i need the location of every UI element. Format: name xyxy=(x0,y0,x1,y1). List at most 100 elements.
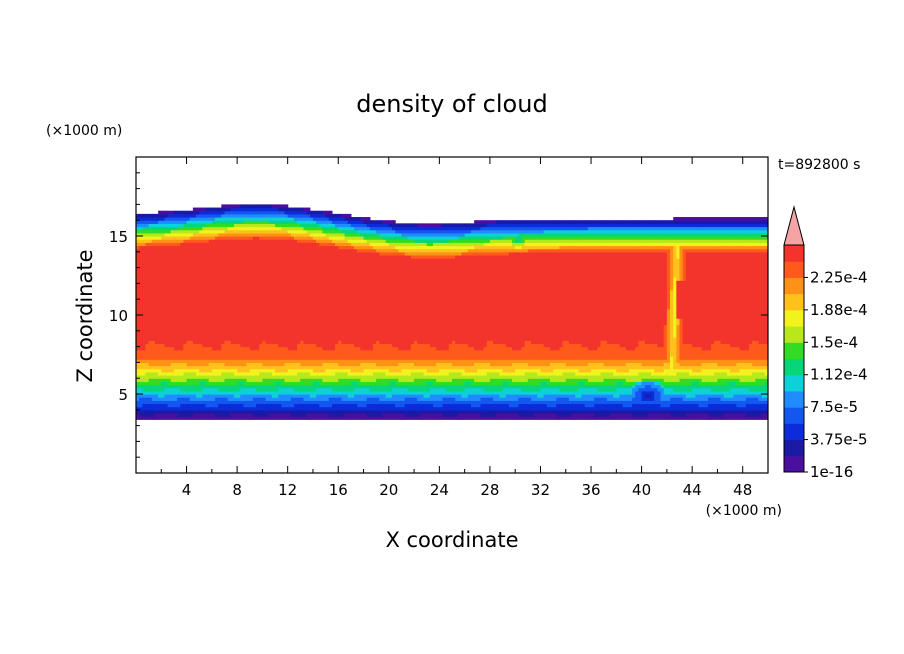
density-cell xyxy=(192,371,197,376)
density-cell xyxy=(347,220,352,224)
density-cell xyxy=(262,299,267,303)
density-cell xyxy=(218,381,222,386)
density-cell xyxy=(341,296,346,300)
density-cell xyxy=(259,337,263,341)
density-cell xyxy=(224,318,229,322)
density-cell xyxy=(265,232,270,237)
density-cell xyxy=(161,416,166,420)
density-cell xyxy=(256,305,260,310)
density-cell xyxy=(262,254,267,259)
density-cell xyxy=(357,289,361,294)
density-cell xyxy=(218,400,222,405)
density-cell xyxy=(170,324,175,329)
density-cell xyxy=(309,324,314,329)
density-cell xyxy=(357,311,361,316)
density-cell xyxy=(256,242,260,247)
density-cell xyxy=(259,226,263,231)
density-cell xyxy=(230,378,235,382)
density-cell xyxy=(202,261,207,266)
density-cell xyxy=(347,245,352,250)
density-cell xyxy=(290,280,295,284)
density-cell xyxy=(233,318,238,322)
density-cell xyxy=(136,337,140,341)
density-cell xyxy=(331,318,336,322)
density-cell xyxy=(297,277,301,281)
density-cell xyxy=(252,330,257,335)
density-cell xyxy=(294,296,298,300)
density-cell xyxy=(183,299,188,303)
density-cell xyxy=(183,416,188,420)
density-cell xyxy=(154,337,159,341)
density-cell xyxy=(322,283,327,288)
density-cell xyxy=(350,302,355,307)
density-cell xyxy=(281,254,286,259)
density-cell xyxy=(335,381,339,386)
density-cell xyxy=(281,308,286,313)
density-cell xyxy=(154,277,159,281)
density-cell xyxy=(316,394,320,398)
density-cell xyxy=(312,333,317,338)
density-cell xyxy=(306,223,311,228)
density-cell xyxy=(221,375,226,379)
density-cell xyxy=(331,289,336,294)
density-cell xyxy=(341,251,346,256)
density-cell xyxy=(287,403,292,408)
density-cell xyxy=(205,371,210,376)
density-cell xyxy=(259,207,263,212)
density-cell xyxy=(224,375,229,379)
density-cell xyxy=(139,217,143,221)
density-cell xyxy=(218,308,222,313)
density-cell xyxy=(287,352,292,357)
density-cell xyxy=(177,324,181,329)
density-cell xyxy=(183,311,188,316)
density-cell xyxy=(240,337,245,341)
density-cell xyxy=(221,273,226,278)
density-cell xyxy=(294,299,298,303)
density-cell xyxy=(249,368,254,373)
density-cell xyxy=(246,213,251,218)
density-cell xyxy=(196,242,200,247)
density-cell xyxy=(338,349,342,354)
density-cell xyxy=(161,229,166,234)
density-cell xyxy=(341,403,346,408)
density-cell xyxy=(183,220,188,224)
density-cell xyxy=(335,337,339,341)
density-cell xyxy=(177,248,181,253)
density-cell xyxy=(316,365,320,370)
density-cell xyxy=(331,302,336,307)
density-cell xyxy=(297,409,301,414)
density-cell xyxy=(230,337,235,341)
density-cell xyxy=(287,261,292,266)
density-cell xyxy=(366,356,371,360)
density-cell xyxy=(300,270,305,275)
density-cell xyxy=(196,223,200,228)
density-cell xyxy=(309,226,314,231)
density-cell xyxy=(350,245,355,250)
density-cell xyxy=(164,242,169,247)
density-cell xyxy=(167,267,172,272)
density-cell xyxy=(284,384,289,389)
density-cell xyxy=(139,321,143,326)
density-cell xyxy=(208,264,213,269)
density-cell xyxy=(233,280,238,284)
density-cell xyxy=(294,280,298,284)
density-cell xyxy=(328,236,333,240)
density-cell xyxy=(151,384,156,389)
density-cell xyxy=(331,245,336,250)
density-cell xyxy=(199,311,203,316)
density-cell xyxy=(243,333,248,338)
density-cell xyxy=(180,232,184,237)
density-cell xyxy=(145,359,150,363)
density-cell xyxy=(139,226,143,231)
density-cell xyxy=(363,296,368,300)
density-cell xyxy=(312,412,317,417)
density-cell xyxy=(240,330,245,335)
density-cell xyxy=(233,270,238,275)
density-cell xyxy=(230,273,235,278)
density-cell xyxy=(243,239,248,243)
density-cell xyxy=(170,318,175,322)
density-cell xyxy=(243,286,248,291)
density-cell xyxy=(148,302,153,307)
density-cell xyxy=(136,296,140,300)
density-cell xyxy=(221,359,226,363)
